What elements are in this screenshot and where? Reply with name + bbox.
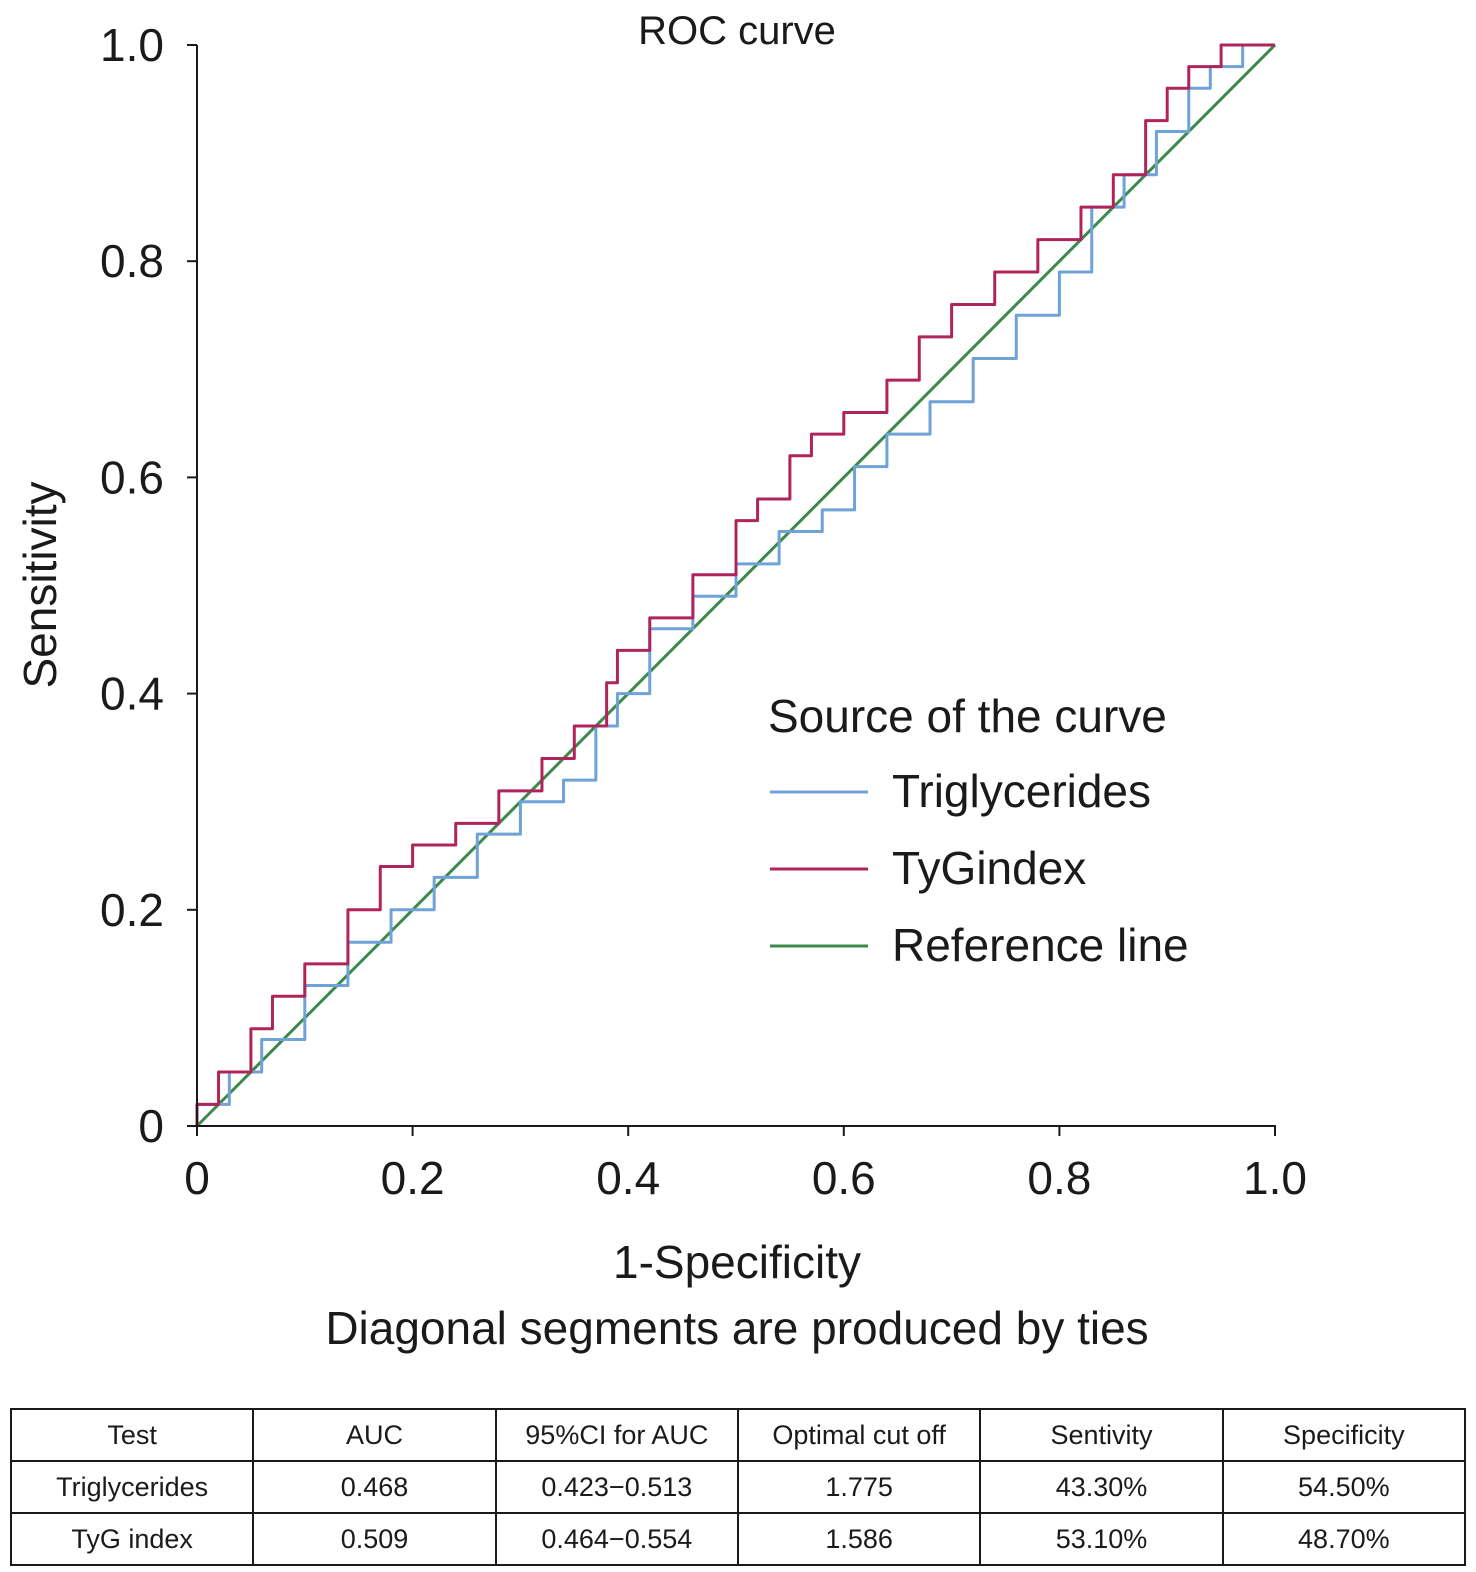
header-specificity: Specificity (1221, 1408, 1467, 1462)
header-ci: 95%CI for AUC (494, 1408, 739, 1462)
chart-note: Diagonal segments are produced by ties (325, 1302, 1148, 1354)
y-tick-label: 1.0 (100, 19, 164, 71)
axes (187, 45, 1276, 1127)
x-tick-label: 1.0 (1243, 1152, 1307, 1204)
roc-chart: ROC curve 0 0.2 0.4 0.6 0.8 1.0 0 0.2 0.4 0.6 0.8… (14, 9, 1307, 1354)
x-tick-label: 0.8 (1027, 1152, 1091, 1204)
x-tick-label: 0.4 (596, 1152, 660, 1204)
y-ticks: 0 0.2 0.4 0.6 0.8 1.0 (100, 19, 197, 1152)
results-table: Test AUC 95%CI for AUC Optimal cut off S… (9, 1408, 1467, 1566)
legend-label-tygindex: TyGindex (892, 842, 1086, 894)
table-header-row: Test AUC 95%CI for AUC Optimal cut off S… (9, 1408, 1467, 1462)
table-cell: 0.468 (252, 1460, 497, 1514)
legend-label-reference-line: Reference line (892, 919, 1189, 971)
header-test: Test (9, 1408, 255, 1462)
x-ticks: 0 0.2 0.4 0.6 0.8 1.0 (184, 1126, 1307, 1204)
y-tick-label: 0.8 (100, 235, 164, 287)
table-cell: 48.70% (1221, 1512, 1467, 1566)
x-axis-label: 1-Specificity (613, 1236, 861, 1288)
header-cutoff: Optimal cut off (736, 1408, 982, 1462)
y-tick-label: 0 (138, 1100, 164, 1152)
table-cell: 54.50% (1221, 1460, 1467, 1514)
table-cell: 1.775 (736, 1460, 982, 1514)
table-cell: 53.10% (979, 1512, 1224, 1566)
legend-label-triglycerides: Triglycerides (892, 765, 1151, 817)
plot-area (195, 43, 1277, 1128)
x-tick-label: 0.6 (812, 1152, 876, 1204)
legend: Source of the curve Triglycerides TyGinde… (768, 690, 1189, 971)
y-tick-label: 0.4 (100, 668, 164, 720)
header-auc: AUC (252, 1408, 497, 1462)
y-axis-label: Sensitivity (14, 481, 66, 688)
table-cell: 43.30% (979, 1460, 1224, 1514)
table-cell: Triglycerides (9, 1460, 255, 1514)
table-cell: 0.509 (252, 1512, 497, 1566)
series-line-tygindex (195, 43, 1275, 1126)
table-cell: 0.423−0.513 (494, 1460, 739, 1514)
chart-title: ROC curve (638, 9, 836, 53)
x-tick-label: 0 (184, 1152, 210, 1204)
y-tick-label: 0.2 (100, 884, 164, 936)
y-tick-label: 0.6 (100, 451, 164, 503)
legend-items: Triglycerides TyGindex Reference line (770, 765, 1189, 971)
legend-title: Source of the curve (768, 690, 1167, 742)
table-row: TyG index 0.509 0.464−0.554 1.586 53.10%… (9, 1512, 1467, 1566)
table-cell: 1.586 (736, 1512, 982, 1566)
x-tick-label: 0.2 (381, 1152, 445, 1204)
table-cell: 0.464−0.554 (494, 1512, 739, 1566)
header-sensitivity: Sentivity (979, 1408, 1224, 1462)
table-cell: TyG index (9, 1512, 255, 1566)
table-row: Triglycerides 0.468 0.423−0.513 1.775 43… (9, 1460, 1467, 1514)
